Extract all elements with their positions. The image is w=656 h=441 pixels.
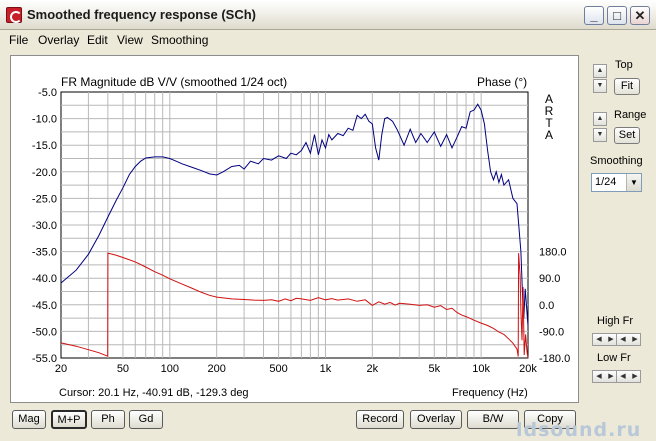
- fit-button[interactable]: Fit: [614, 78, 640, 95]
- x-tick-label: 10k: [472, 363, 490, 375]
- top-up-spin[interactable]: ▲: [593, 64, 607, 78]
- y2-tick-label: 180.0: [539, 247, 567, 259]
- record-button[interactable]: Record: [356, 410, 404, 429]
- y2-tick-label: 90.0: [539, 273, 560, 285]
- y-tick-label: -20.0: [32, 167, 57, 179]
- top-down-spin[interactable]: ▼: [593, 79, 607, 93]
- x-tick-label: 5k: [428, 363, 440, 375]
- y-tick-label: -55.0: [32, 353, 57, 365]
- copy-button[interactable]: Copy: [524, 410, 576, 429]
- y2-tick-label: 0.0: [539, 300, 554, 312]
- menu-overlay[interactable]: Overlay: [38, 33, 80, 47]
- x-tick-label: 500: [269, 363, 287, 375]
- phase-axis-title: Phase (°): [477, 75, 527, 89]
- y-tick-label: -5.0: [38, 87, 57, 99]
- ph-button[interactable]: Ph: [91, 410, 125, 429]
- menu-bar: File Overlay Edit View Smoothing: [0, 31, 656, 49]
- range-down-spin[interactable]: ▼: [593, 128, 607, 142]
- x-tick-label: 100: [161, 363, 179, 375]
- menu-file[interactable]: File: [9, 33, 29, 47]
- x-tick-label: 50: [117, 363, 129, 375]
- y2-tick-label: -90.0: [539, 326, 564, 338]
- app-icon: [6, 7, 22, 23]
- range-up-spin[interactable]: ▲: [593, 112, 607, 126]
- cursor-readout: Cursor: 20.1 Hz, -40.91 dB, -129.3 deg: [59, 387, 249, 399]
- overlay-button[interactable]: Overlay: [410, 410, 462, 429]
- minimize-button[interactable]: _: [584, 6, 604, 25]
- top-label: Top: [615, 59, 633, 71]
- chevron-down-icon[interactable]: ▼: [626, 174, 641, 191]
- x-tick-label: 200: [207, 363, 225, 375]
- window-title: Smoothed frequency response (SCh): [27, 7, 256, 22]
- arta-letter: A: [545, 128, 553, 142]
- bw-button[interactable]: B/W: [467, 410, 519, 429]
- chart-title: FR Magnitude dB V/V (smoothed 1/24 oct): [61, 75, 287, 89]
- high-fr-left-spin[interactable]: ◀ ▶: [592, 333, 617, 346]
- y-tick-label: -10.0: [32, 114, 57, 126]
- smoothing-value: 1/24: [595, 176, 617, 188]
- arta-letter: R: [545, 104, 554, 118]
- series-phase-line: [60, 252, 529, 359]
- menu-smoothing[interactable]: Smoothing: [151, 33, 209, 47]
- gd-button[interactable]: Gd: [129, 410, 163, 429]
- arta-letter: A: [545, 92, 553, 106]
- x-axis-title: Frequency (Hz): [452, 387, 528, 399]
- y-tick-label: -45.0: [32, 300, 57, 312]
- mp-button[interactable]: M+P: [51, 410, 87, 429]
- y-tick-label: -15.0: [32, 140, 57, 152]
- y-tick-label: -25.0: [32, 193, 57, 205]
- series-magnitude-line: [60, 103, 529, 327]
- high-fr-label: High Fr: [597, 315, 634, 327]
- range-label: Range: [614, 109, 647, 121]
- y-tick-label: -50.0: [32, 326, 57, 338]
- frequency-response-chart[interactable]: -5.0 -10.0 -15.0 -20.0 -25.0 -30.0 -35.0 -40.0 -…: [11, 56, 578, 402]
- y-tick-label: -30.0: [32, 220, 57, 232]
- low-fr-label: Low Fr: [597, 352, 631, 364]
- maximize-button[interactable]: □: [607, 6, 627, 25]
- arta-letter: T: [545, 116, 553, 130]
- chart-frame[interactable]: -5.0 -10.0 -15.0 -20.0 -25.0 -30.0 -35.0 -40.0 -…: [10, 55, 579, 403]
- close-button[interactable]: ✕: [630, 6, 650, 25]
- y-tick-label: -40.0: [32, 273, 57, 285]
- x-tick-label: 2k: [367, 363, 379, 375]
- y2-tick-label: -180.0: [539, 353, 570, 365]
- chart-labels: -5.0 -10.0 -15.0 -20.0 -25.0 -30.0 -35.0 -40.0 -…: [32, 87, 570, 375]
- mag-button[interactable]: Mag: [12, 410, 46, 429]
- set-button[interactable]: Set: [614, 127, 640, 144]
- x-tick-label: 20: [55, 363, 67, 375]
- menu-edit[interactable]: Edit: [87, 33, 108, 47]
- y-tick-label: -35.0: [32, 247, 57, 259]
- chart-grid: [60, 91, 529, 359]
- low-fr-right-spin[interactable]: ◀ ▶: [616, 370, 641, 383]
- title-bar[interactable]: Smoothed frequency response (SCh) _ □ ✕: [0, 0, 656, 30]
- smoothing-select[interactable]: 1/24 ▼: [591, 173, 642, 192]
- high-fr-right-spin[interactable]: ◀ ▶: [616, 333, 641, 346]
- menu-view[interactable]: View: [117, 33, 143, 47]
- watermark: ldsound.ru: [516, 419, 642, 441]
- chart-lines: [60, 103, 529, 359]
- x-tick-label: 1k: [320, 363, 332, 375]
- x-tick-label: 20k: [519, 363, 537, 375]
- low-fr-left-spin[interactable]: ◀ ▶: [592, 370, 617, 383]
- smoothing-label: Smoothing: [590, 155, 643, 167]
